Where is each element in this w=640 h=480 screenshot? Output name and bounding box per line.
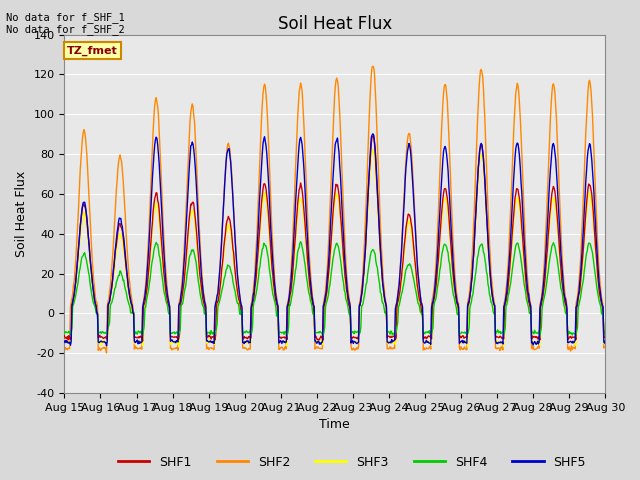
Title: Soil Heat Flux: Soil Heat Flux	[278, 15, 392, 33]
X-axis label: Time: Time	[319, 419, 350, 432]
Legend: SHF1, SHF2, SHF3, SHF4, SHF5: SHF1, SHF2, SHF3, SHF4, SHF5	[113, 451, 591, 474]
Y-axis label: Soil Heat Flux: Soil Heat Flux	[15, 171, 28, 257]
Text: No data for f_SHF_1
No data for f_SHF_2: No data for f_SHF_1 No data for f_SHF_2	[6, 12, 125, 36]
Text: TZ_fmet: TZ_fmet	[67, 45, 118, 56]
